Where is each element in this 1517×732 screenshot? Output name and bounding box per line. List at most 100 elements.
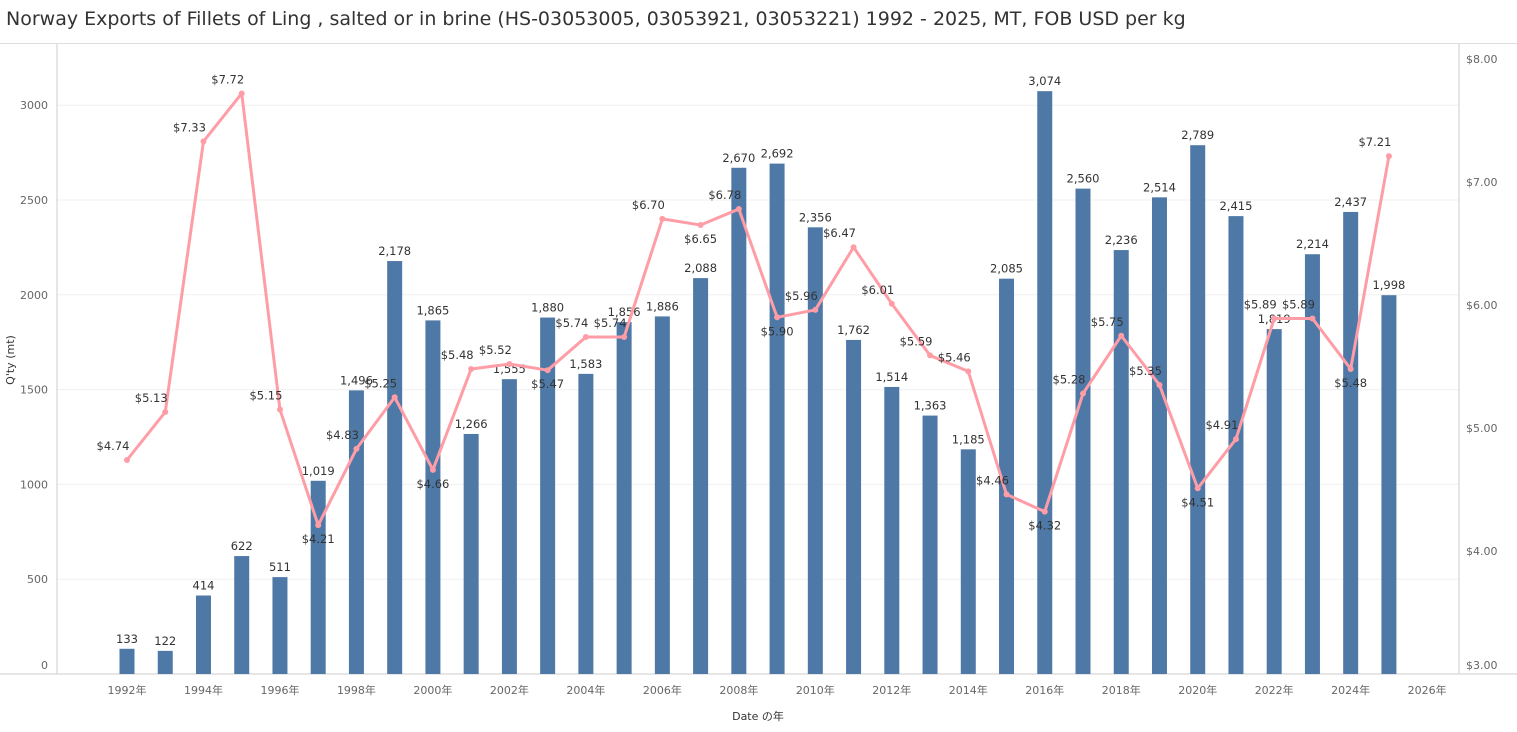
price-point bbox=[1003, 491, 1010, 498]
bar bbox=[884, 386, 900, 674]
bar-label: 1,266 bbox=[455, 417, 488, 431]
bar-label: 1,185 bbox=[952, 432, 985, 446]
bar bbox=[234, 556, 250, 674]
bar-label: 2,356 bbox=[799, 210, 832, 224]
price-point bbox=[927, 352, 934, 359]
price-label: $5.74 bbox=[594, 316, 627, 330]
price-point bbox=[1232, 436, 1239, 443]
bar bbox=[769, 163, 785, 674]
bar-label: 1,762 bbox=[837, 323, 870, 337]
price-point bbox=[238, 90, 245, 97]
bar-label: 2,514 bbox=[1143, 180, 1176, 194]
bar bbox=[654, 316, 670, 674]
price-point bbox=[850, 244, 857, 251]
bar bbox=[272, 577, 288, 674]
bar-label: 2,214 bbox=[1296, 237, 1329, 251]
price-label: $6.78 bbox=[708, 188, 741, 202]
bar-label: 1,496 bbox=[340, 373, 373, 387]
price-label: $6.70 bbox=[632, 198, 665, 212]
y-tick-label: 1000 bbox=[20, 478, 48, 491]
price-label: $5.13 bbox=[135, 391, 168, 405]
price-point bbox=[1385, 153, 1392, 160]
price-point bbox=[162, 409, 169, 416]
bar bbox=[1037, 91, 1053, 674]
bar-label: 1,886 bbox=[646, 299, 679, 313]
bar-label: 1,583 bbox=[569, 357, 602, 371]
y2-tick-label: $8.00 bbox=[1466, 53, 1498, 66]
y-tick-label: 1500 bbox=[20, 384, 48, 397]
price-label: $6.47 bbox=[823, 226, 856, 240]
bar bbox=[1113, 250, 1129, 675]
price-label: $4.46 bbox=[976, 473, 1009, 487]
price-label: $4.74 bbox=[97, 439, 130, 453]
price-point bbox=[965, 368, 972, 375]
price-point bbox=[391, 394, 398, 401]
bar-label: 2,415 bbox=[1219, 199, 1252, 213]
price-label: $4.66 bbox=[416, 477, 449, 491]
bar bbox=[463, 433, 479, 674]
price-point bbox=[774, 314, 781, 321]
x-tick-label: 2016年 bbox=[1025, 683, 1064, 697]
bar bbox=[540, 317, 556, 674]
bar-label: 2,560 bbox=[1067, 172, 1100, 186]
bar-label: 2,088 bbox=[684, 261, 717, 275]
price-label: $4.83 bbox=[326, 428, 359, 442]
x-tick-label: 2008年 bbox=[719, 683, 758, 697]
x-tick-label: 2020年 bbox=[1178, 683, 1217, 697]
x-tick-label: 2022年 bbox=[1255, 683, 1294, 697]
bar-label: 2,178 bbox=[378, 244, 411, 258]
price-label: $5.96 bbox=[785, 289, 818, 303]
bar bbox=[119, 648, 135, 674]
price-point bbox=[276, 406, 283, 413]
x-tick-label: 2006年 bbox=[643, 683, 682, 697]
y2-tick-label: $3.00 bbox=[1466, 659, 1498, 672]
y-tick-label: 3000 bbox=[20, 99, 48, 112]
price-label: $4.51 bbox=[1181, 495, 1214, 509]
bar bbox=[1190, 145, 1206, 675]
price-point bbox=[200, 138, 207, 145]
price-point bbox=[1347, 365, 1354, 372]
y-tick-label: 2500 bbox=[20, 194, 48, 207]
bar-label: 1,998 bbox=[1372, 278, 1405, 292]
price-point bbox=[1041, 508, 1048, 515]
x-tick-label: 2000年 bbox=[413, 683, 452, 697]
x-tick-label: 1996年 bbox=[260, 683, 299, 697]
price-point bbox=[315, 522, 322, 529]
price-point bbox=[888, 300, 895, 307]
bar-label: 511 bbox=[269, 560, 291, 574]
y2-tick-label: $5.00 bbox=[1466, 422, 1498, 435]
x-tick-label: 1992年 bbox=[108, 683, 147, 697]
bar bbox=[846, 339, 862, 674]
bar-label: 1,880 bbox=[531, 301, 564, 315]
price-point bbox=[1156, 381, 1163, 388]
bar-label: 2,692 bbox=[761, 147, 794, 161]
bar-label: 2,670 bbox=[722, 151, 755, 165]
x-tick-label: 2018年 bbox=[1102, 683, 1141, 697]
bar-label: 1,865 bbox=[416, 303, 449, 317]
bar-label: 414 bbox=[193, 579, 215, 593]
y2-tick-label: $4.00 bbox=[1466, 545, 1498, 558]
price-point bbox=[812, 306, 819, 313]
bar bbox=[1075, 188, 1091, 674]
price-point bbox=[1271, 315, 1278, 322]
price-label: $4.21 bbox=[302, 532, 335, 546]
y-tick-label: 0 bbox=[41, 659, 48, 672]
bar-label: 2,437 bbox=[1334, 195, 1367, 209]
x-tick-label: 2010年 bbox=[796, 683, 835, 697]
x-tick-label: 2004年 bbox=[566, 683, 605, 697]
price-label: $5.35 bbox=[1129, 364, 1162, 378]
price-point bbox=[124, 456, 130, 463]
price-label: $5.59 bbox=[900, 334, 933, 348]
price-label: $6.65 bbox=[684, 232, 717, 246]
title-divider bbox=[0, 43, 1517, 44]
price-label: $5.75 bbox=[1091, 315, 1124, 329]
price-point bbox=[506, 361, 513, 368]
x-tick-label: 2002年 bbox=[490, 683, 529, 697]
bar bbox=[731, 167, 747, 674]
bar-label: 3,074 bbox=[1028, 74, 1061, 88]
price-point bbox=[621, 333, 628, 340]
bar bbox=[1304, 254, 1320, 675]
bar bbox=[616, 322, 632, 674]
